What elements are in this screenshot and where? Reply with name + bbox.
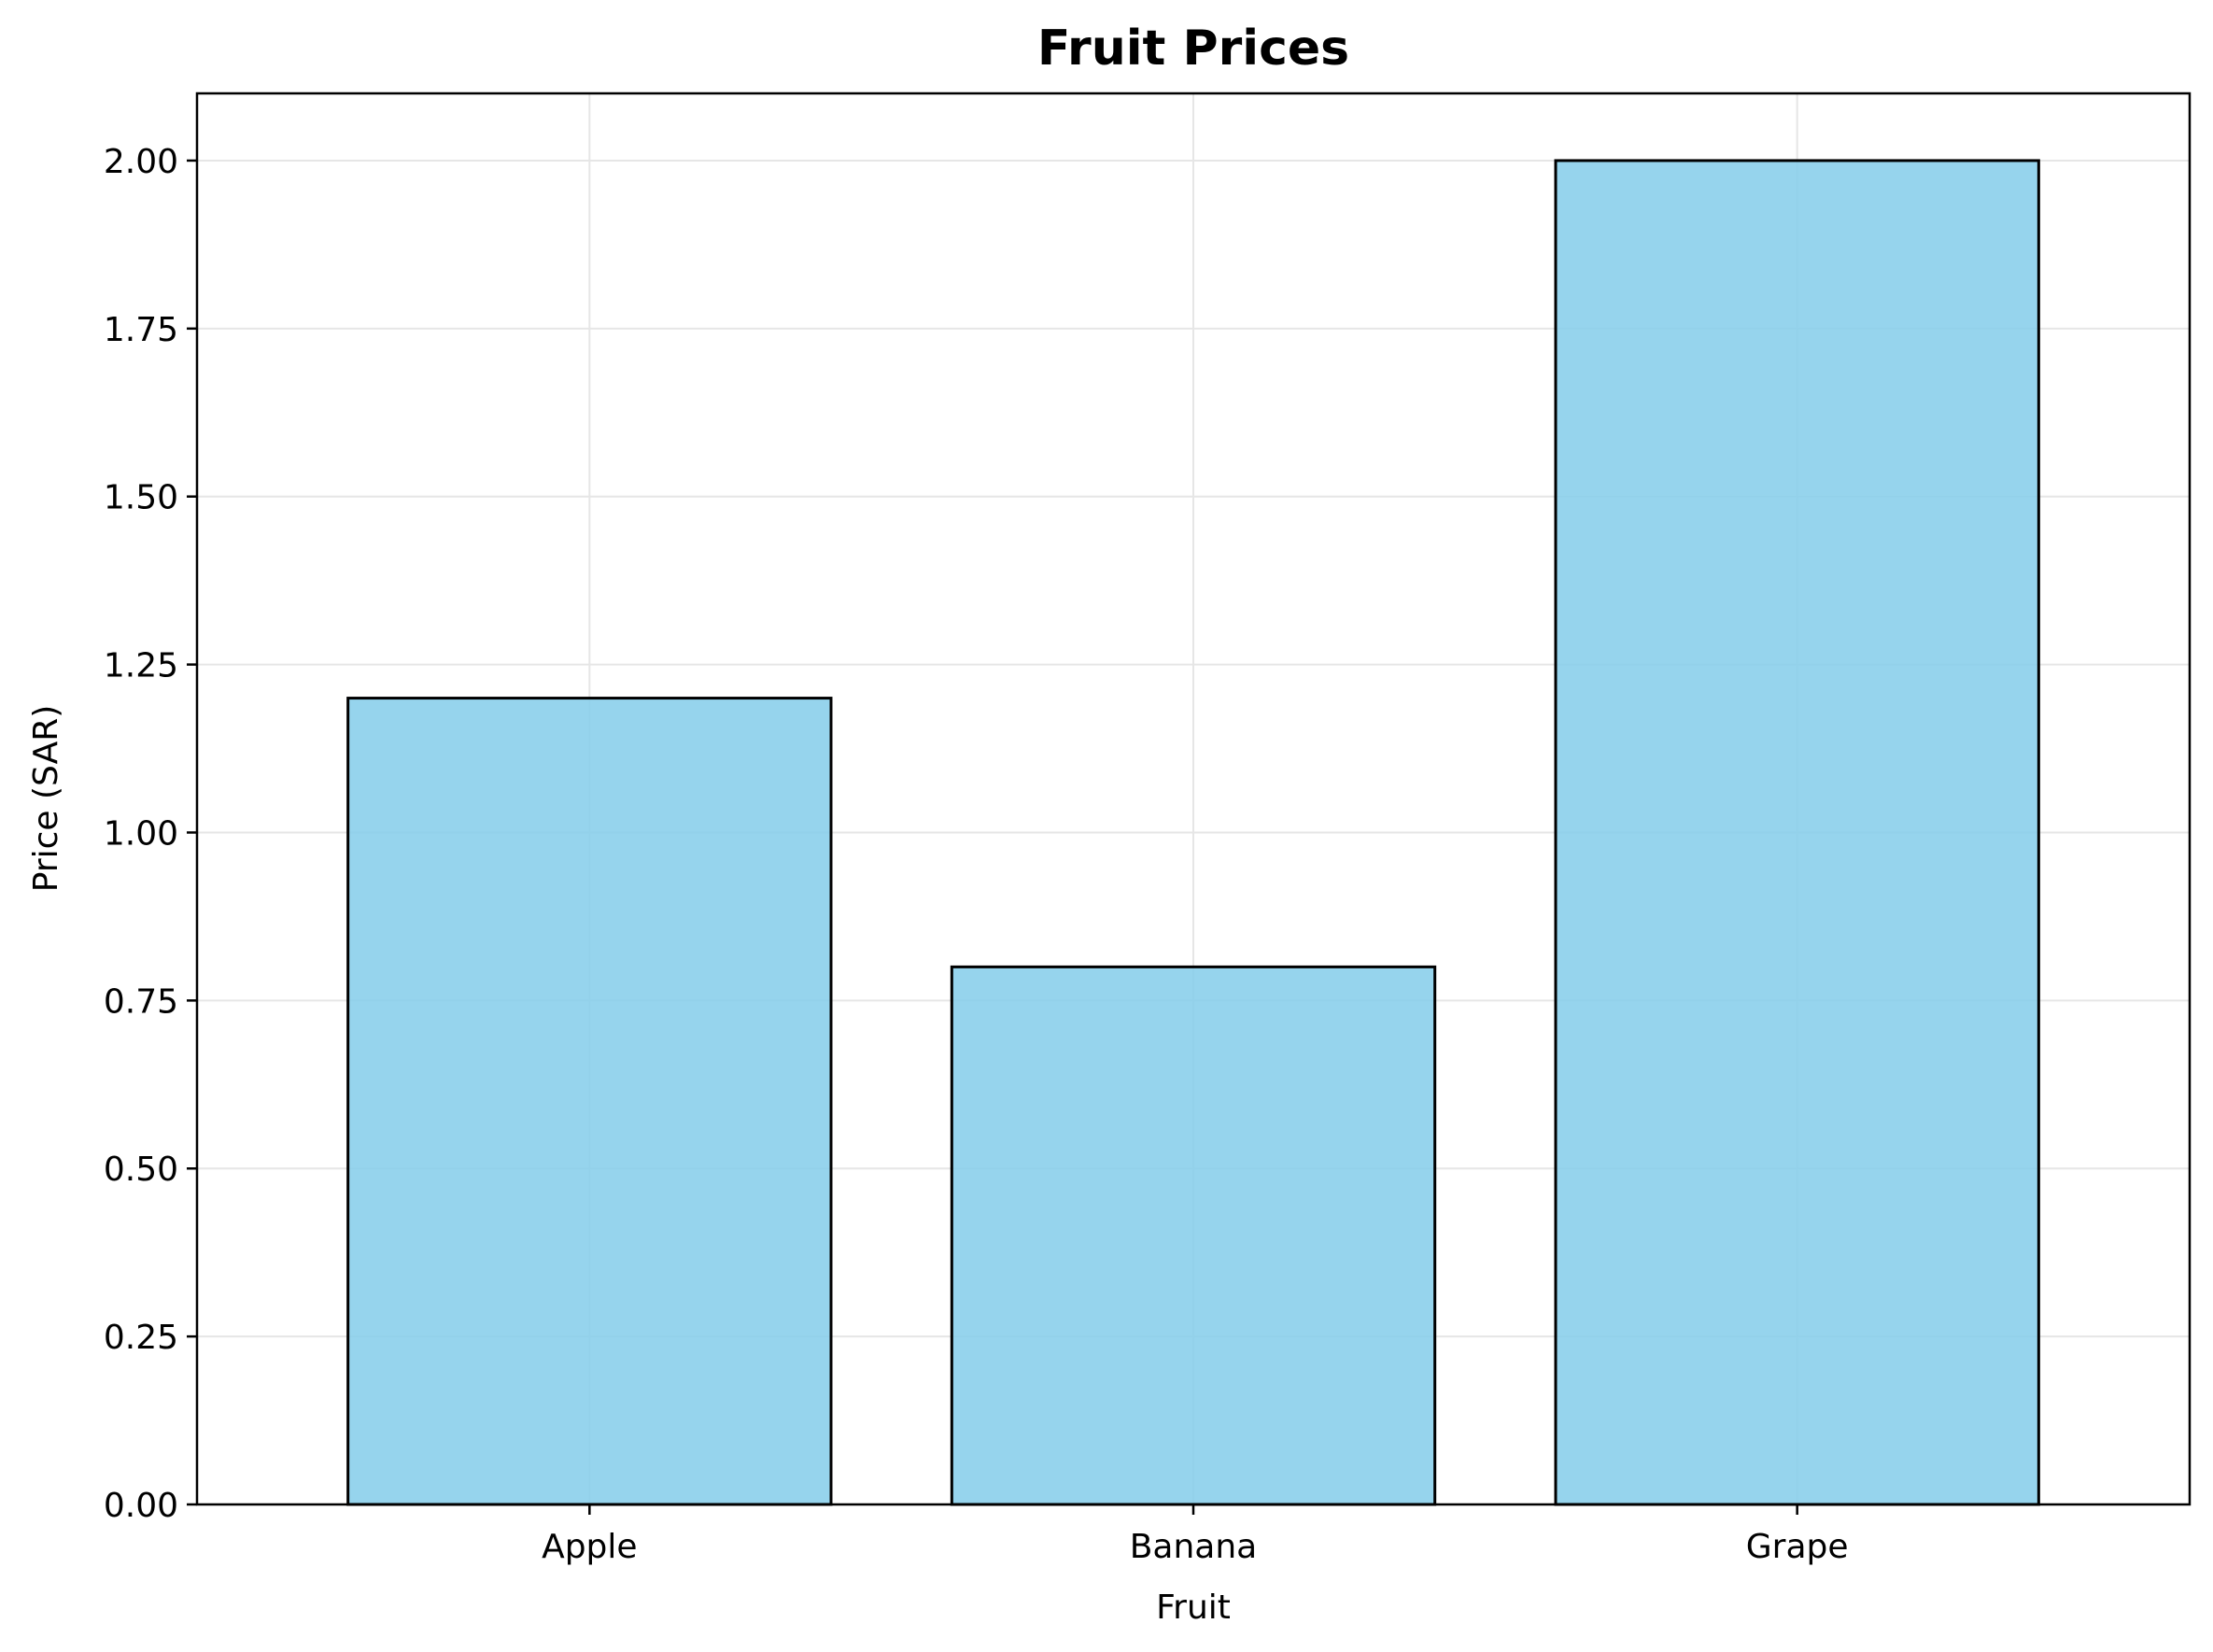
y-tick-label: 1.00: [104, 814, 178, 853]
y-axis-ticks: 0.00 0.25 0.50 0.75 1.00 1.25 1.50 1.75 2.00: [104, 143, 197, 1525]
y-tick-label: 0.25: [104, 1319, 178, 1357]
y-tick-label: 0.50: [104, 1151, 178, 1189]
x-tick-label: Grape: [1746, 1528, 1849, 1566]
chart-title: Fruit Prices: [1037, 21, 1349, 77]
bar-banana: [950, 965, 1437, 1506]
y-axis-label: Price (SAR): [27, 705, 65, 893]
y-tick-label: 0.75: [104, 982, 178, 1021]
x-axis-label: Fruit: [1156, 1588, 1231, 1627]
bars: [346, 159, 2040, 1506]
y-tick-label: 1.25: [104, 647, 178, 685]
bar-grape: [1554, 159, 2040, 1506]
x-tick-label: Banana: [1130, 1528, 1258, 1566]
y-tick-label: 0.00: [104, 1487, 178, 1525]
x-axis-ticks: Apple Banana Grape: [542, 1504, 1849, 1566]
y-tick-label: 1.50: [104, 479, 178, 517]
x-tick-label: Apple: [542, 1528, 637, 1566]
bar-apple: [346, 697, 833, 1506]
y-tick-label: 2.00: [104, 143, 178, 181]
y-tick-label: 1.75: [104, 311, 178, 349]
